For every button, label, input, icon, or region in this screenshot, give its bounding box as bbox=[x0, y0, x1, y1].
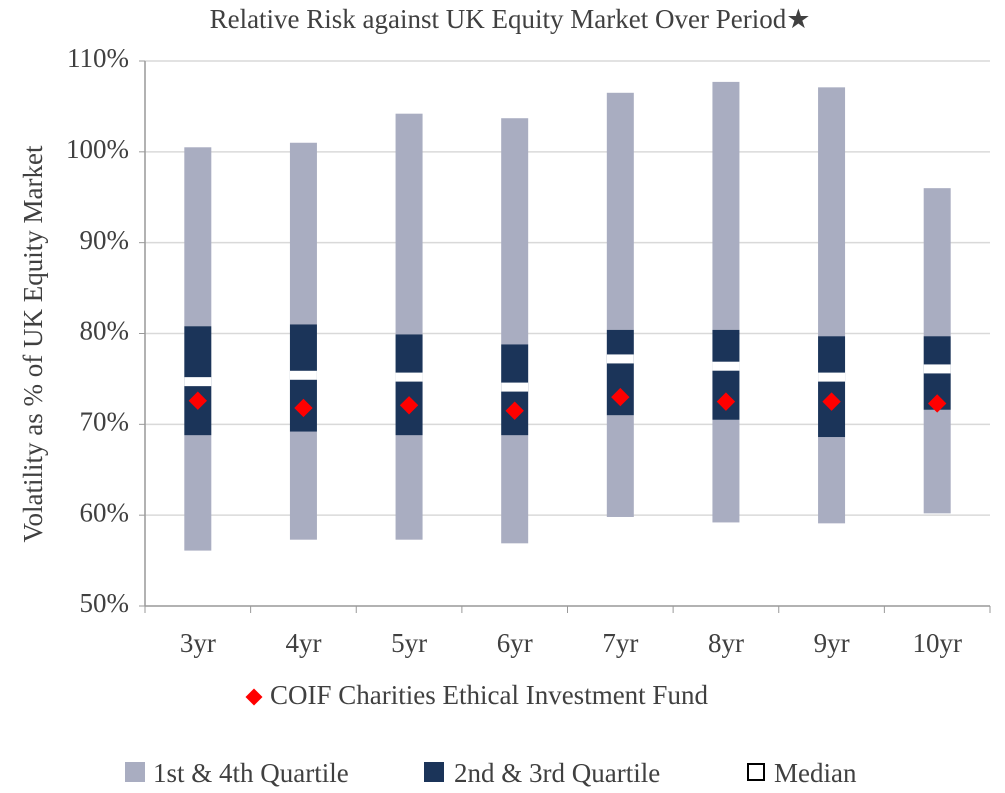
y-tick-label: 50% bbox=[80, 588, 130, 618]
fund-marker bbox=[294, 398, 313, 418]
legend-label: 1st & 4th Quartile bbox=[153, 758, 349, 788]
chart-title: Relative Risk against UK Equity Market O… bbox=[210, 4, 811, 34]
median bbox=[289, 370, 317, 380]
y-axis-label: Volatility as % of UK Equity Market bbox=[18, 145, 48, 542]
lower-quartile-range bbox=[395, 435, 423, 540]
fund-marker bbox=[822, 392, 841, 411]
y-tick-label: 90% bbox=[80, 225, 130, 255]
legend-marker bbox=[424, 762, 444, 782]
legend-label: COIF Charities Ethical Investment Fund bbox=[270, 680, 708, 710]
legend-marker bbox=[245, 688, 263, 706]
fund-marker bbox=[399, 396, 419, 415]
x-tick-label: 5yr bbox=[391, 628, 427, 658]
legend-label: Median bbox=[774, 758, 857, 788]
median bbox=[395, 372, 423, 382]
y-tick-label: 80% bbox=[80, 316, 130, 346]
upper-quartile-range bbox=[606, 92, 634, 330]
inter-quartile-range bbox=[395, 334, 423, 436]
x-tick-label: 4yr bbox=[285, 628, 321, 658]
x-tick-label: 6yr bbox=[497, 628, 533, 658]
y-tick-label: 100% bbox=[66, 134, 129, 164]
lower-quartile-range bbox=[818, 437, 846, 524]
upper-quartile-range bbox=[923, 188, 951, 337]
fund-marker bbox=[611, 387, 630, 407]
upper-quartile-range bbox=[712, 81, 740, 330]
lower-quartile-range bbox=[289, 431, 317, 540]
lower-quartile-range bbox=[606, 415, 634, 517]
fund-marker bbox=[716, 392, 736, 411]
upper-quartile-range bbox=[289, 142, 317, 325]
lower-quartile-range bbox=[712, 419, 740, 523]
fund-marker bbox=[927, 394, 947, 413]
median bbox=[923, 364, 951, 374]
median bbox=[712, 361, 740, 371]
x-tick-label: 8yr bbox=[708, 628, 744, 658]
upper-quartile-range bbox=[184, 147, 212, 327]
legend-label: 2nd & 3rd Quartile bbox=[454, 758, 660, 788]
median bbox=[606, 354, 634, 364]
median bbox=[818, 372, 846, 382]
upper-quartile-range bbox=[395, 113, 423, 335]
x-tick-label: 3yr bbox=[180, 628, 216, 658]
upper-quartile-range bbox=[501, 118, 529, 345]
inter-quartile-range bbox=[818, 336, 846, 438]
upper-quartile-range bbox=[818, 87, 846, 337]
legend-marker bbox=[125, 762, 145, 782]
legend-marker bbox=[747, 763, 765, 781]
fund-marker bbox=[188, 391, 208, 410]
lower-quartile-range bbox=[184, 435, 212, 551]
median bbox=[501, 382, 529, 392]
x-tick-label: 7yr bbox=[602, 628, 638, 658]
y-tick-label: 110% bbox=[67, 43, 129, 73]
x-tick-label: 10yr bbox=[912, 628, 962, 658]
y-tick-label: 60% bbox=[80, 497, 130, 527]
median bbox=[184, 377, 212, 387]
lower-quartile-range bbox=[501, 435, 529, 544]
x-tick-label: 9yr bbox=[814, 628, 850, 658]
fund-marker bbox=[505, 401, 524, 420]
y-tick-label: 70% bbox=[80, 407, 130, 437]
lower-quartile-range bbox=[923, 409, 951, 514]
